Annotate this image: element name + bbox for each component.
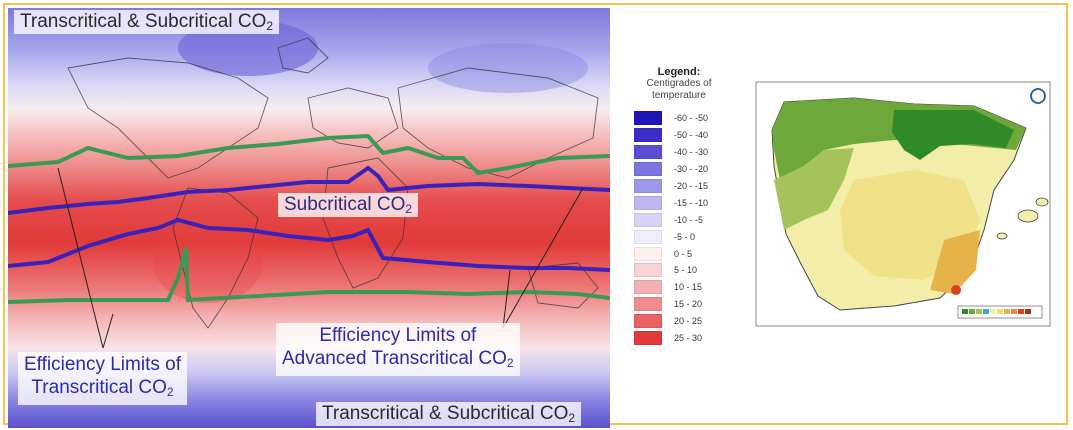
legend-item: -60 - -50 — [624, 110, 734, 127]
legend-swatch — [634, 128, 662, 143]
legend-label: -10 - -5 — [674, 214, 704, 225]
legend-item: 5 - 10 — [624, 262, 734, 279]
warm-region-south-america — [153, 223, 263, 303]
legend-swatch — [634, 145, 662, 160]
legend-swatch — [634, 297, 662, 312]
legend-rows: -60 - -50 -50 - -40 -40 - -30 -30 - -20 -20 … — [624, 110, 734, 346]
legend-swatch — [634, 331, 662, 346]
legend-item: 15 - 20 — [624, 296, 734, 313]
south-subcritical-limit-line — [8, 217, 610, 272]
world-map-top-title: Transcritical & Subcritical CO2 — [14, 10, 280, 34]
legend-label: 25 - 30 — [674, 333, 703, 344]
temperature-legend: Legend: Centigrades of temperature -60 -… — [624, 66, 734, 346]
legend-title: Legend: — [657, 66, 701, 78]
legend-item: 20 - 25 — [624, 313, 734, 330]
legend-label: 20 - 25 — [674, 316, 703, 327]
balearic-island-3 — [996, 232, 1008, 240]
iberia-color-scale — [957, 305, 1043, 319]
legend-swatch — [634, 195, 662, 210]
legend-swatch — [634, 246, 662, 261]
legend-item: 0 - 5 — [624, 245, 734, 262]
legend-item: -10 - -5 — [624, 211, 734, 228]
north-transcritical-limit-line — [8, 133, 610, 176]
subcritical-label: Subcritical CO2 — [278, 193, 419, 217]
legend-label: -40 - -30 — [674, 147, 709, 158]
legend-swatch — [634, 314, 662, 329]
legend-label: -30 - -20 — [674, 164, 709, 175]
balearic-island-2 — [1035, 197, 1049, 207]
legend-label: 15 - 20 — [674, 299, 703, 310]
agency-logo-icon — [1030, 88, 1046, 104]
cold-region-north-america — [178, 20, 318, 76]
legend-item: -40 - -30 — [624, 144, 734, 161]
legend-swatch — [634, 280, 662, 295]
world-map-bottom-title: Transcritical & Subcritical CO2 — [316, 402, 582, 426]
legend-label: -50 - -40 — [674, 130, 709, 141]
annotation-pointers — [57, 167, 584, 349]
legend-label: 0 - 5 — [674, 248, 693, 259]
legend-label: -20 - -15 — [674, 181, 709, 191]
legend-label: -5 - 0 — [674, 231, 696, 242]
legend-label: -15 - -10 — [674, 197, 709, 208]
legend-item: -50 - -40 — [624, 127, 734, 144]
legend-item: -30 - -20 — [624, 161, 734, 178]
cold-region-asia — [428, 43, 588, 93]
legend-swatch — [634, 111, 662, 126]
southeast-orange-zone — [930, 230, 980, 294]
legend-swatch — [634, 263, 662, 278]
legend-label: 10 - 15 — [674, 282, 703, 293]
iberian-peninsula-map — [755, 81, 1051, 327]
legend-label: -60 - -50 — [674, 113, 709, 124]
south-transcritical-limit-line — [8, 247, 610, 304]
legend-item: -5 - 0 — [624, 228, 734, 245]
hotspot-red — [951, 285, 961, 295]
west-olive-zone — [774, 148, 854, 230]
balearic-island-1 — [1017, 209, 1039, 223]
legend-item: -15 - -10 — [624, 194, 734, 211]
legend-item: 10 - 15 — [624, 279, 734, 296]
mountain-dark-green-zone — [892, 110, 1014, 160]
efficiency-limits-transcritical-label: Efficiency Limits of Transcritical CO2 — [18, 352, 187, 405]
legend-label: 5 - 10 — [674, 265, 698, 276]
legend-swatch — [634, 229, 662, 244]
legend-swatch — [634, 179, 662, 193]
legend-item: 25 - 30 — [624, 330, 734, 347]
legend-swatch — [634, 162, 662, 177]
efficiency-limits-advanced-label: Efficiency Limits of Advanced Transcriti… — [276, 323, 520, 376]
legend-item: -20 - -15 — [624, 178, 734, 195]
north-subcritical-limit-line — [8, 165, 610, 215]
legend-subtitle: Centigrades of temperature — [646, 78, 712, 101]
legend-swatch — [634, 212, 662, 227]
